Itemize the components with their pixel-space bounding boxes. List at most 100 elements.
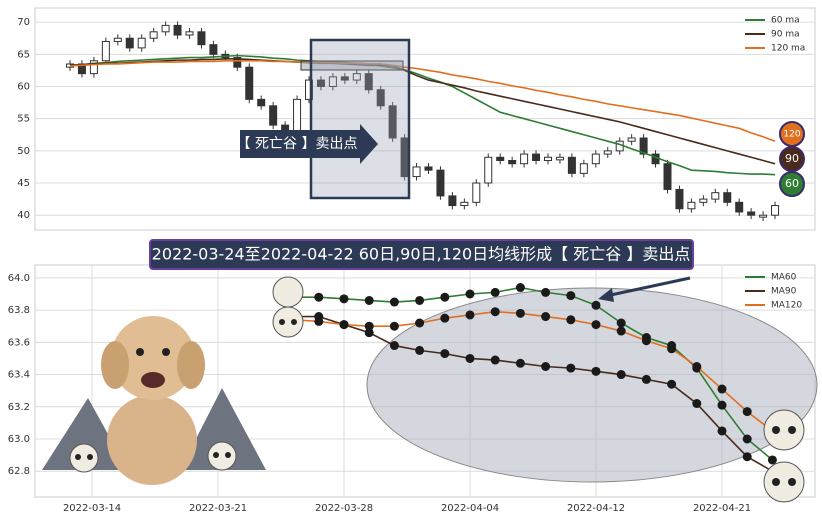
candle-body	[149, 31, 158, 39]
x-tick-label: 2022-03-28	[315, 503, 373, 514]
candle-body	[484, 156, 493, 184]
bottom-plot	[289, 283, 777, 476]
dog-ear	[101, 341, 129, 389]
y-tick-label: 64.0	[8, 273, 30, 284]
end-label: 60	[785, 177, 799, 190]
dog-mouth	[141, 372, 165, 388]
candle-body	[412, 166, 421, 178]
x-tick-label: 2022-03-21	[189, 503, 247, 514]
candle-body	[508, 160, 517, 165]
candle-body	[257, 98, 266, 107]
ma-point	[742, 434, 752, 444]
top-legend: 60 ma 90 ma 120 ma	[745, 16, 805, 54]
candle-body	[293, 98, 302, 133]
y-tick-label: 55	[17, 114, 30, 125]
candle-body	[735, 201, 744, 213]
skull	[763, 409, 805, 451]
ma-point	[364, 328, 374, 338]
candle-body	[316, 79, 325, 88]
ma-point	[541, 312, 551, 322]
death-valley-box	[309, 38, 411, 200]
ma-point	[389, 321, 399, 331]
ma-point	[566, 291, 576, 301]
legend-label: MA60	[771, 273, 797, 283]
y-tick-label: 62.8	[8, 466, 30, 477]
ma-point	[465, 289, 475, 299]
top-plot	[66, 21, 780, 221]
ma-point	[591, 300, 601, 310]
candle-body	[388, 105, 397, 139]
banner	[149, 239, 694, 270]
dog-head	[111, 316, 195, 400]
y-tick-label: 45	[17, 178, 30, 189]
candle-body	[245, 66, 254, 100]
y-tick-label: 63.6	[8, 337, 30, 348]
y-tick-label: 60	[17, 82, 30, 93]
ma-line	[69, 59, 776, 142]
candle-body	[460, 201, 469, 207]
skull-eye	[788, 478, 796, 486]
ma-point	[515, 358, 525, 368]
end-label: 120	[783, 130, 800, 140]
ma-point	[667, 379, 677, 389]
ma-point	[717, 426, 727, 436]
dog-ear	[177, 341, 205, 389]
ma-point	[692, 362, 702, 371]
candle-body	[771, 205, 780, 216]
candle-body	[472, 182, 481, 203]
candle-body	[424, 166, 433, 171]
candle-body	[113, 37, 122, 42]
ma-point	[616, 326, 626, 336]
ma-point	[591, 320, 601, 330]
x-tick-label: 2022-04-12	[567, 503, 625, 514]
dog-eye	[162, 348, 170, 356]
ma-point	[465, 310, 475, 320]
ma-point	[515, 283, 525, 293]
y-tick-label: 70	[17, 17, 30, 28]
end-labels: 60 90 120	[779, 121, 805, 197]
y-tick-label: 63.8	[8, 305, 30, 316]
mountain	[180, 388, 266, 470]
legend-label: 90 ma	[771, 30, 800, 40]
candle-body	[663, 163, 672, 190]
y-tick-label: 63.4	[8, 370, 30, 381]
candle-body	[723, 192, 732, 203]
candle-body	[209, 44, 218, 55]
ma-point	[566, 363, 576, 373]
ma-line	[69, 58, 776, 165]
y-tick-label: 40	[17, 210, 30, 221]
skull	[69, 443, 99, 473]
skull	[272, 276, 304, 308]
ma-point	[591, 366, 601, 376]
candle-body	[567, 156, 576, 174]
ma-line	[293, 315, 773, 472]
y-tick-label: 65	[17, 49, 30, 60]
ma-point	[314, 316, 324, 326]
ma-point	[692, 399, 702, 409]
candle-body	[125, 37, 134, 49]
annotation-text: 【 死亡谷 】卖出点	[237, 136, 358, 152]
candle-body	[687, 201, 696, 210]
skull-eye	[279, 319, 285, 325]
candle-body	[759, 214, 768, 218]
pointer-head	[598, 288, 614, 302]
ma-point	[339, 320, 349, 330]
legend-label: 120 ma	[771, 44, 805, 54]
ma-point	[490, 307, 500, 317]
ma-point	[440, 349, 450, 359]
candle-body	[101, 40, 110, 62]
ma-point	[415, 295, 425, 305]
ma-point	[364, 295, 374, 305]
legend-label: 60 ma	[771, 16, 800, 26]
candle-body	[364, 73, 373, 91]
ma-point	[490, 355, 500, 365]
skull-eye	[225, 452, 231, 458]
pointer-arrow	[605, 276, 691, 298]
ma-point	[389, 341, 399, 351]
ma-point	[767, 455, 777, 465]
legend-label: MA120	[771, 301, 802, 311]
ma-point	[440, 292, 450, 302]
highlight-ellipse	[366, 287, 818, 483]
ma-point	[566, 315, 576, 325]
